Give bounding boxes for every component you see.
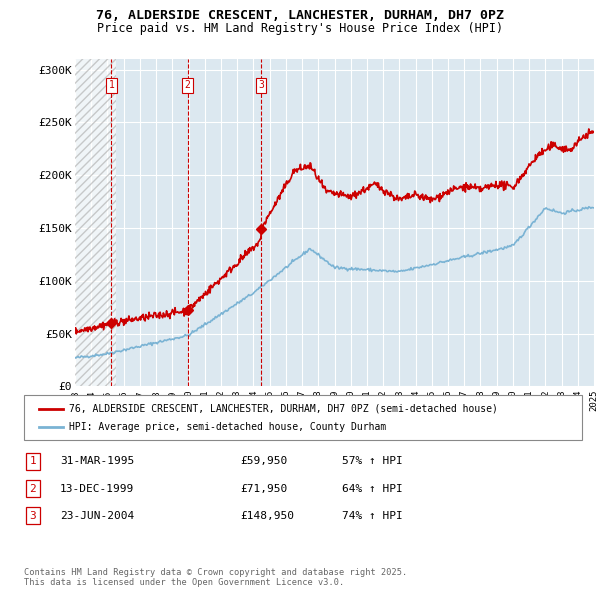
Text: 76, ALDERSIDE CRESCENT, LANCHESTER, DURHAM, DH7 0PZ: 76, ALDERSIDE CRESCENT, LANCHESTER, DURH… (96, 9, 504, 22)
Text: 31-MAR-1995: 31-MAR-1995 (60, 457, 134, 466)
Text: 2: 2 (185, 80, 191, 90)
Text: 2: 2 (29, 484, 37, 493)
Text: 57% ↑ HPI: 57% ↑ HPI (342, 457, 403, 466)
Text: £59,950: £59,950 (240, 457, 287, 466)
Text: 13-DEC-1999: 13-DEC-1999 (60, 484, 134, 493)
Text: Price paid vs. HM Land Registry's House Price Index (HPI): Price paid vs. HM Land Registry's House … (97, 22, 503, 35)
Text: 23-JUN-2004: 23-JUN-2004 (60, 511, 134, 520)
Text: Contains HM Land Registry data © Crown copyright and database right 2025.
This d: Contains HM Land Registry data © Crown c… (24, 568, 407, 587)
Text: 76, ALDERSIDE CRESCENT, LANCHESTER, DURHAM, DH7 0PZ (semi-detached house): 76, ALDERSIDE CRESCENT, LANCHESTER, DURH… (69, 404, 498, 414)
Text: 1: 1 (109, 80, 115, 90)
Text: HPI: Average price, semi-detached house, County Durham: HPI: Average price, semi-detached house,… (69, 422, 386, 432)
Text: 1: 1 (29, 457, 37, 466)
Text: £148,950: £148,950 (240, 511, 294, 520)
Text: 3: 3 (258, 80, 264, 90)
Text: 64% ↑ HPI: 64% ↑ HPI (342, 484, 403, 493)
Text: £71,950: £71,950 (240, 484, 287, 493)
Bar (75, 59, 116, 386)
Text: 74% ↑ HPI: 74% ↑ HPI (342, 511, 403, 520)
Text: 3: 3 (29, 511, 37, 520)
